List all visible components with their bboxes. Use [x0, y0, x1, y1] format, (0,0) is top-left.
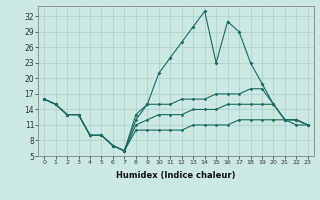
- X-axis label: Humidex (Indice chaleur): Humidex (Indice chaleur): [116, 171, 236, 180]
